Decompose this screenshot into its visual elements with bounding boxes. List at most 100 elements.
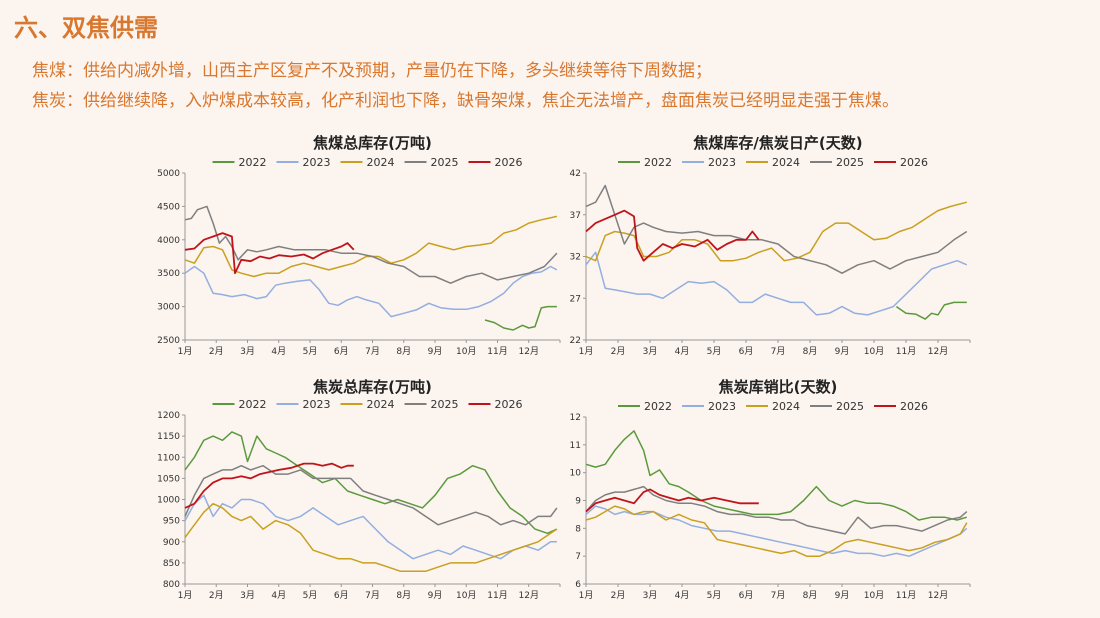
y-tick-label: 10	[570, 469, 582, 479]
x-tick-label: 7月	[771, 590, 786, 601]
y-tick-label: 37	[570, 211, 581, 221]
x-tick-label: 2月	[611, 346, 626, 357]
series-line-2022	[184, 431, 558, 535]
series-line-2024	[184, 215, 558, 278]
y-tick-label: 3000	[157, 303, 180, 313]
x-tick-label: 12月	[928, 590, 948, 601]
x-tick-label: 1月	[579, 590, 594, 601]
x-tick-label: 10月	[864, 346, 884, 357]
x-tick-label: 6月	[334, 346, 349, 357]
legend-label-2023: 2023	[708, 156, 736, 169]
x-tick-label: 3月	[240, 590, 255, 601]
legend-label-2026: 2026	[900, 156, 928, 169]
y-tick-label: 4000	[157, 236, 180, 246]
x-tick-label: 8月	[396, 590, 411, 601]
series-line-2026	[184, 462, 354, 509]
series-line-2024	[184, 502, 558, 573]
x-tick-label: 1月	[579, 346, 594, 357]
x-tick-label: 2月	[209, 590, 224, 601]
y-tick-label: 1000	[157, 496, 180, 506]
x-tick-label: 9月	[428, 590, 443, 601]
x-tick-label: 11月	[896, 346, 916, 357]
x-tick-label: 5月	[707, 346, 722, 357]
series-line-2022	[895, 301, 967, 320]
y-tick-label: 4500	[157, 202, 180, 212]
y-tick-label: 1200	[157, 411, 180, 421]
x-tick-label: 8月	[803, 590, 818, 601]
x-tick-label: 6月	[739, 346, 754, 357]
legend-label-2023: 2023	[303, 398, 331, 411]
x-tick-label: 12月	[519, 590, 539, 601]
series-line-2023	[184, 494, 557, 560]
series-line-2023	[585, 505, 968, 557]
x-tick-label: 10月	[456, 590, 476, 601]
page-title: 六、双焦供需	[14, 14, 158, 42]
x-tick-label: 11月	[487, 346, 507, 357]
legend-label-2024: 2024	[367, 398, 395, 411]
legend-label-2025: 2025	[836, 156, 864, 169]
x-tick-label: 5月	[303, 346, 318, 357]
x-tick-label: 5月	[707, 590, 722, 601]
chart-coking-coal-total-inventory: 焦煤总库存(万吨) 2022 2023 2024 2025 2026 2500 3000 350…	[157, 134, 561, 357]
legend-label-2024: 2024	[367, 156, 395, 169]
x-tick-label: 8月	[396, 346, 411, 357]
x-tick-label: 12月	[519, 346, 539, 357]
y-tick-label: 32	[570, 253, 581, 263]
y-tick-label: 1150	[157, 432, 180, 442]
y-tick-label: 9	[575, 497, 581, 507]
chart-title: 焦煤总库存(万吨)	[312, 134, 432, 152]
x-tick-label: 2月	[209, 346, 224, 357]
legend-label-2026: 2026	[900, 400, 928, 413]
series-line-2023	[184, 265, 558, 318]
series-line-2026	[184, 232, 355, 275]
y-tick-label: 12	[570, 413, 581, 423]
y-tick-label: 1100	[157, 453, 180, 463]
legend-label-2026: 2026	[495, 156, 523, 169]
legend-label-2022: 2022	[239, 156, 267, 169]
x-tick-label: 4月	[271, 590, 286, 601]
x-tick-label: 3月	[240, 346, 255, 357]
y-tick-label: 900	[163, 538, 180, 548]
series-line-2024	[585, 505, 968, 557]
legend-label-2024: 2024	[772, 156, 800, 169]
y-tick-label: 5000	[157, 169, 180, 179]
y-tick-label: 6	[575, 580, 581, 590]
y-tick-label: 42	[570, 169, 581, 179]
x-tick-label: 9月	[428, 346, 443, 357]
x-tick-label: 4月	[675, 346, 690, 357]
series-line-2025	[184, 205, 558, 284]
legend-label-2022: 2022	[239, 398, 267, 411]
y-tick-label: 1050	[157, 474, 180, 484]
chart-coke-inventory-sales-ratio: 焦炭库销比(天数) 2022 2023 2024 2025 2026 6 7 8 9 10 11 12 1…	[570, 378, 971, 601]
x-tick-label: 1月	[178, 346, 193, 357]
x-tick-label: 3月	[643, 590, 658, 601]
x-tick-label: 10月	[864, 590, 884, 601]
coking-coal-summary: 焦煤：供给内减外增，山西主产区复产不及预期，产量仍在下降，多头继续等待下周数据；	[32, 61, 712, 81]
y-tick-label: 8	[575, 524, 581, 534]
x-tick-label: 7月	[771, 346, 786, 357]
legend-label-2023: 2023	[303, 156, 331, 169]
legend-label-2025: 2025	[431, 156, 459, 169]
series-line-2024	[585, 201, 967, 262]
y-tick-label: 950	[163, 517, 180, 527]
series-line-2025	[585, 184, 968, 274]
chart-title: 焦炭库销比(天数)	[718, 378, 838, 396]
x-tick-label: 9月	[835, 590, 850, 601]
y-tick-label: 22	[570, 336, 581, 346]
legend-label-2022: 2022	[644, 400, 672, 413]
x-tick-label: 12月	[928, 346, 948, 357]
legend-label-2025: 2025	[431, 398, 459, 411]
x-tick-label: 9月	[835, 346, 850, 357]
legend-label-2024: 2024	[772, 400, 800, 413]
chart-coke-total-inventory: 焦炭总库存(万吨) 2022 2023 2024 2025 2026 800 850 900 95…	[157, 378, 561, 601]
y-tick-label: 11	[570, 441, 581, 451]
chart-title: 焦炭总库存(万吨)	[312, 378, 432, 396]
legend-label-2026: 2026	[495, 398, 523, 411]
series-line-2026	[585, 209, 760, 262]
legend-label-2023: 2023	[708, 400, 736, 413]
x-tick-label: 5月	[303, 590, 318, 601]
series-line-2026	[585, 488, 759, 513]
x-tick-label: 1月	[178, 590, 193, 601]
y-tick-label: 7	[575, 552, 581, 562]
x-tick-label: 7月	[365, 346, 380, 357]
